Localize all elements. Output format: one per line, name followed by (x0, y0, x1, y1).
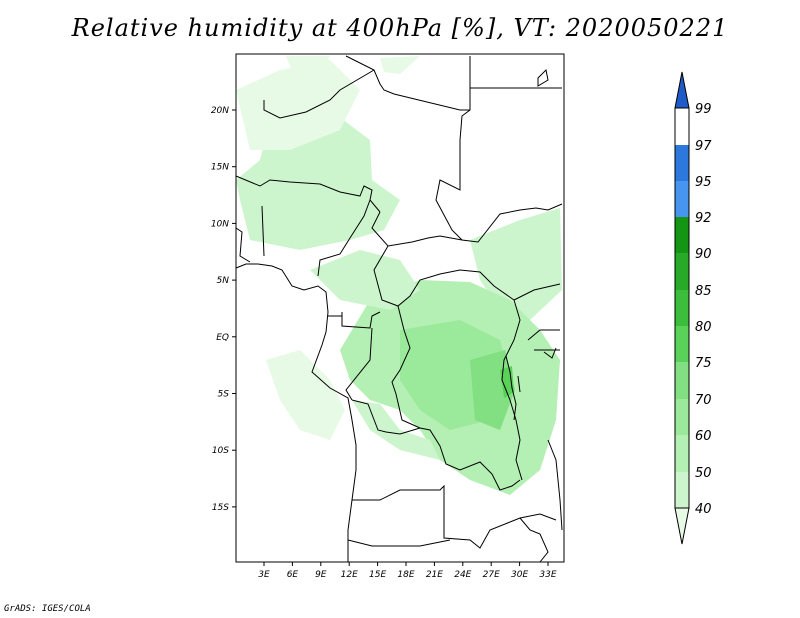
border-line (371, 211, 463, 247)
border-line (519, 517, 549, 563)
colorbar-bin (675, 181, 689, 217)
colorbar-label: 60 (695, 429, 712, 444)
colorbar-bin (675, 253, 689, 290)
colorbar-frame (674, 107, 690, 509)
colorbar-label: 75 (695, 356, 712, 371)
lat-label: 5N (217, 276, 230, 286)
border-line (235, 227, 251, 263)
humidity-patch-gulf-guinea (310, 250, 420, 310)
border-line (261, 205, 265, 257)
colorbar-bin (675, 435, 689, 472)
lake-outline (505, 355, 521, 421)
lat-label: 10N (211, 219, 229, 229)
border-line (501, 299, 523, 481)
colorbar-bin (675, 326, 689, 362)
border-line (341, 311, 381, 329)
lat-label: 15S (212, 503, 229, 513)
colorbar-label: 99 (695, 102, 712, 117)
lat-label: 5S (218, 390, 230, 400)
humidity-patch-chad-band (236, 60, 360, 150)
lon-label: 27E (483, 570, 500, 580)
colorbar-label: 40 (695, 502, 712, 517)
colorbar-label: 95 (695, 175, 712, 190)
colorbar-label: 85 (695, 284, 712, 299)
colorbar-label: 70 (695, 393, 712, 408)
border-line (351, 399, 421, 435)
lon-label: 30E (511, 570, 528, 580)
humidity-patch-angola-band (352, 400, 440, 460)
border-line (543, 347, 557, 359)
colorbar-label: 90 (695, 247, 712, 262)
colorbar-bin (675, 217, 689, 253)
lon-label: 24E (454, 570, 471, 580)
colorbar-bin (675, 472, 689, 508)
border-line (352, 484, 557, 549)
border-line (317, 199, 371, 277)
border-line (547, 439, 563, 531)
lake-outline (537, 68, 549, 87)
border-line (527, 329, 560, 341)
colorbar-label: 50 (695, 466, 712, 481)
border-line (513, 283, 561, 301)
lon-label: 15E (369, 570, 386, 580)
border-line (391, 305, 521, 491)
map-frame (235, 53, 565, 563)
colorbar-bin (675, 362, 689, 399)
border-line (435, 56, 563, 243)
colorbar-bin (675, 145, 689, 181)
colorbar-label: 92 (695, 211, 712, 226)
colorbar-bin (675, 290, 689, 326)
lon-label: 9E (315, 570, 327, 580)
colorbar-label: 97 (695, 139, 712, 154)
border-line (347, 539, 451, 547)
lat-label: 20N (211, 106, 229, 116)
map-title: Relative humidity at 400hPa [%], VT: 202… (71, 14, 729, 42)
lon-label: 33E (539, 570, 556, 580)
border-line (235, 175, 381, 213)
lon-label: 18E (397, 570, 414, 580)
colorbar-label: 80 (695, 320, 712, 335)
grads-credit: GrADS: IGES/COLA (4, 604, 91, 614)
border-line (373, 245, 515, 307)
coastline (235, 263, 357, 562)
colorbar-bin (675, 399, 689, 435)
humidity-patch-east-band (470, 208, 562, 320)
border-line (263, 69, 375, 119)
lon-label: 12E (341, 570, 358, 580)
humidity-patch-atlantic-south (266, 350, 345, 440)
lon-label: 6E (287, 570, 299, 580)
lon-label: 3E (258, 570, 270, 580)
border-line (345, 327, 373, 401)
colorbar-bin (674, 507, 690, 545)
colorbar-bin (674, 71, 690, 109)
lat-label: 15N (211, 163, 229, 173)
lon-label: 21E (426, 570, 443, 580)
lat-label: EQ (216, 333, 229, 343)
lat-label: 10S (212, 446, 229, 456)
